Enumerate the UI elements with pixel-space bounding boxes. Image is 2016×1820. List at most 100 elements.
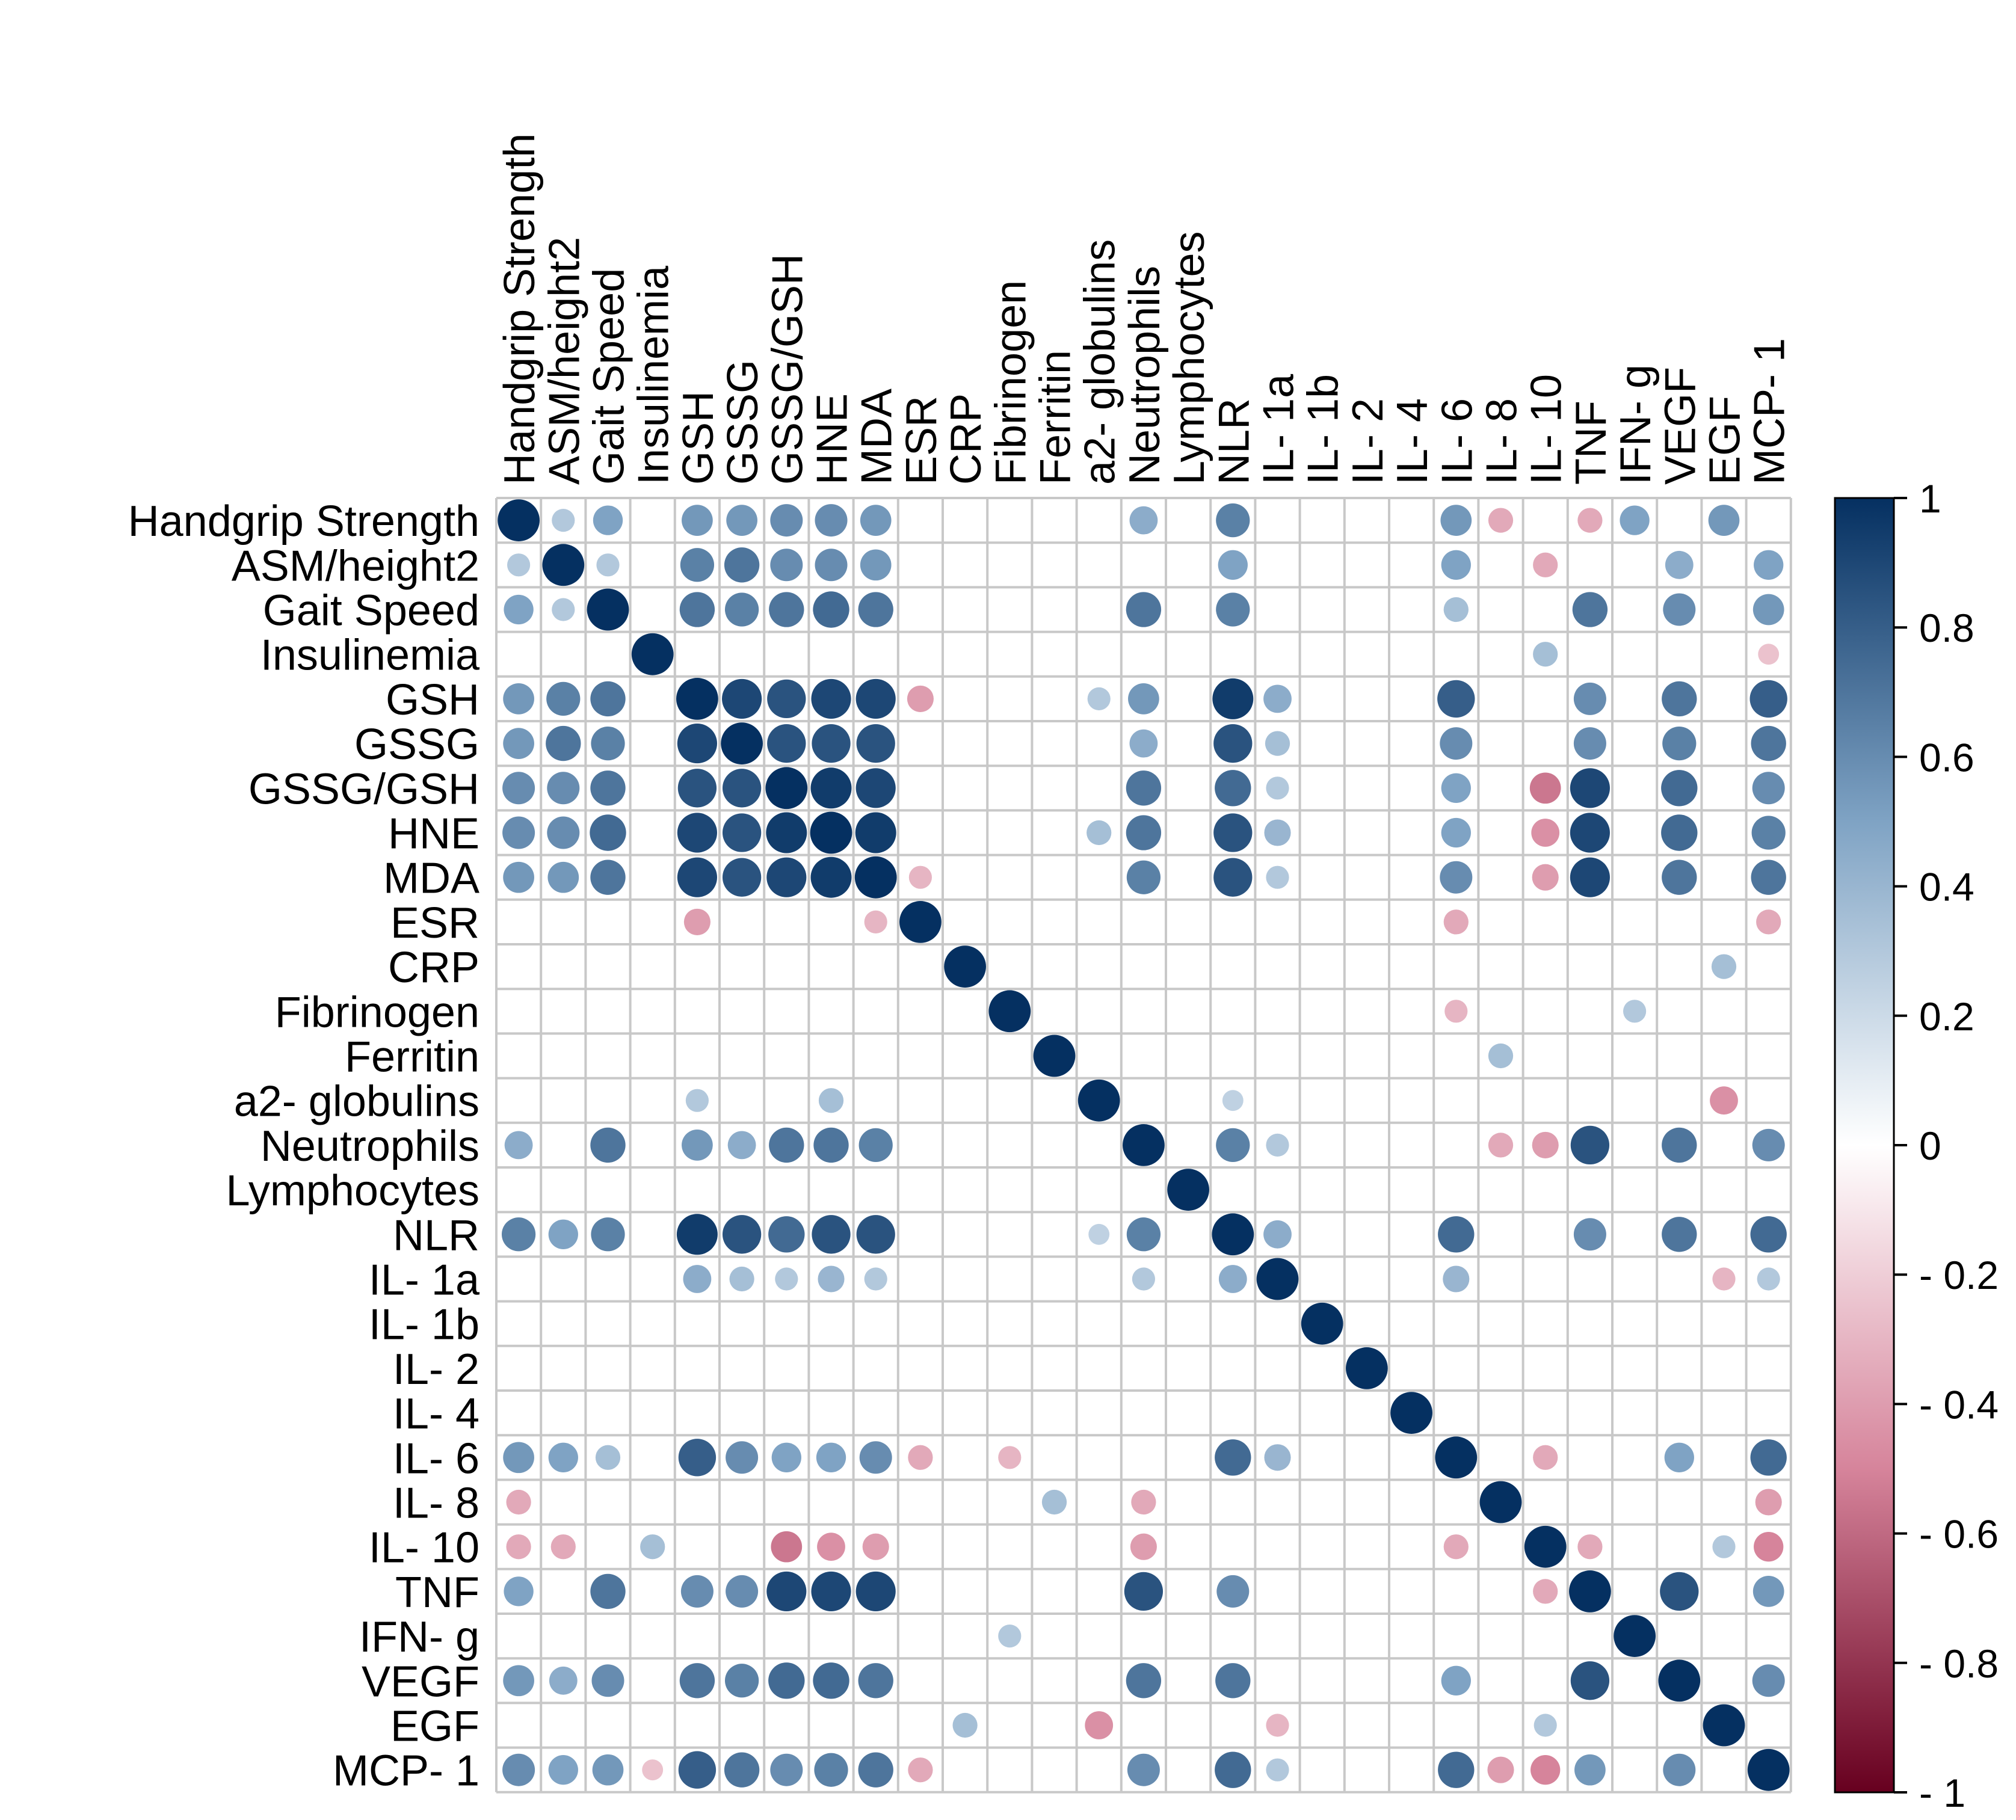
corr-circle-asm-height2-x-gssg bbox=[724, 547, 760, 583]
corr-circle-nlr-x-neutrophils bbox=[1126, 1217, 1161, 1252]
corr-circle-gssg-gsh-x-asm-height2 bbox=[547, 772, 580, 805]
corr-circle-lymphocytes-x-lymphocytes bbox=[1167, 1169, 1209, 1211]
legend-tick-label: - 0.2 bbox=[1919, 1253, 1999, 1297]
corr-circle-ifn-g-x-ifn-g bbox=[1614, 1615, 1656, 1657]
corr-circle-nlr-x-a2-globulins bbox=[1088, 1223, 1110, 1245]
row-label-hne: HNE bbox=[388, 810, 479, 858]
corr-circle-handgrip-strength-x-egf bbox=[1708, 505, 1740, 536]
corr-circle-il-8-x-mcp-1 bbox=[1755, 1489, 1782, 1516]
corr-circle-gait-speed-x-il-6 bbox=[1443, 597, 1469, 623]
corr-circle-esr-x-mcp-1 bbox=[1756, 909, 1781, 935]
row-label-insulinemia: Insulinemia bbox=[260, 632, 480, 680]
corr-circle-gssg-gsh-x-il-10 bbox=[1529, 772, 1561, 804]
corr-circle-gsh-x-tnf bbox=[1573, 682, 1606, 715]
corr-circle-vegf-x-vegf bbox=[1658, 1659, 1701, 1702]
col-label-fibrinogen: Fibrinogen bbox=[987, 280, 1035, 485]
corr-circle-tnf-x-nlr bbox=[1216, 1575, 1250, 1608]
corr-circle-gsh-x-il-1a bbox=[1263, 684, 1292, 713]
legend-tick-label: 1 bbox=[1919, 476, 1941, 521]
row-label-fibrinogen: Fibrinogen bbox=[275, 988, 479, 1036]
corr-circle-hne-x-tnf bbox=[1570, 813, 1610, 853]
corr-circle-il-6-x-asm-height2 bbox=[548, 1442, 578, 1472]
corr-circle-tnf-x-gssg-gsh bbox=[766, 1571, 807, 1611]
corr-circle-gssg-gsh-x-vegf bbox=[1661, 770, 1698, 807]
corr-circle-mda-x-asm-height2 bbox=[547, 861, 579, 893]
corr-circle-fibrinogen-x-il-6 bbox=[1444, 1000, 1468, 1023]
corr-circle-mda-x-mcp-1 bbox=[1751, 859, 1786, 895]
corr-circle-il-1a-x-hne bbox=[818, 1265, 845, 1293]
corr-circle-gsh-x-gssg bbox=[722, 678, 762, 719]
corr-circle-asm-height2-x-il-10 bbox=[1533, 552, 1558, 577]
corr-circle-gssg-gsh-x-il-1a bbox=[1266, 776, 1289, 800]
col-label-il-10: IL- 10 bbox=[1523, 374, 1571, 485]
corr-circle-hne-x-il-6 bbox=[1441, 817, 1471, 848]
corr-circle-il-6-x-gsh bbox=[678, 1439, 717, 1477]
row-label-il-1b: IL- 1b bbox=[369, 1301, 479, 1349]
corr-circle-gait-speed-x-neutrophils bbox=[1126, 592, 1162, 627]
corr-circle-gssg-x-vegf bbox=[1662, 726, 1697, 761]
corr-circle-egf-x-il-10 bbox=[1534, 1714, 1557, 1737]
corr-circle-handgrip-strength-x-nlr bbox=[1216, 503, 1250, 538]
corr-circle-hne-x-il-1a bbox=[1264, 819, 1291, 846]
matrix-grid bbox=[495, 497, 1792, 1794]
corr-circle-gsh-x-gsh bbox=[676, 678, 718, 720]
corr-circle-gssg-gsh-x-handgrip-strength bbox=[502, 772, 535, 805]
corr-circle-hne-x-asm-height2 bbox=[547, 816, 580, 849]
corr-circle-mda-x-gssg-gsh bbox=[766, 857, 807, 897]
corr-circle-mda-x-gssg bbox=[722, 858, 762, 897]
corr-circle-mcp-1-x-il-10 bbox=[1530, 1755, 1561, 1785]
corr-circle-il-10-x-egf bbox=[1712, 1535, 1736, 1558]
corr-circle-fibrinogen-x-ifn-g bbox=[1623, 1000, 1647, 1023]
corr-circle-mcp-1-x-nlr bbox=[1215, 1751, 1251, 1788]
corr-circle-mcp-1-x-vegf bbox=[1663, 1753, 1696, 1786]
corr-circle-gssg-x-tnf bbox=[1573, 727, 1606, 760]
corr-circle-mda-x-gsh bbox=[677, 857, 717, 897]
row-label-il-10: IL- 10 bbox=[369, 1524, 479, 1572]
corr-circle-gssg-gsh-x-hne bbox=[810, 767, 852, 809]
corr-circle-vegf-x-neutrophils bbox=[1126, 1663, 1162, 1699]
row-label-tnf: TNF bbox=[395, 1569, 479, 1617]
corr-circle-handgrip-strength-x-il-6 bbox=[1440, 505, 1472, 536]
corr-circle-nlr-x-gait-speed bbox=[591, 1217, 625, 1252]
corr-circle-il-6-x-gssg-gsh bbox=[771, 1442, 801, 1472]
corr-circle-tnf-x-mcp-1 bbox=[1752, 1576, 1784, 1607]
corr-circle-hne-x-gssg-gsh bbox=[766, 812, 807, 853]
corr-circle-mcp-1-x-mcp-1 bbox=[1747, 1748, 1790, 1791]
corr-circle-tnf-x-il-10 bbox=[1533, 1579, 1558, 1604]
corr-circle-mcp-1-x-gsh bbox=[678, 1751, 717, 1789]
col-label-handgrip-strength: Handgrip Strength bbox=[496, 134, 544, 485]
corr-circle-il-10-x-handgrip-strength bbox=[506, 1534, 531, 1560]
corr-circle-mda-x-mda bbox=[854, 856, 897, 899]
row-label-gsh: GSH bbox=[386, 676, 479, 724]
corr-circle-gssg-gsh-x-mcp-1 bbox=[1752, 772, 1785, 805]
corr-circle-il-6-x-il-6 bbox=[1435, 1436, 1478, 1479]
corr-circle-tnf-x-vegf bbox=[1660, 1572, 1699, 1611]
corr-circle-vegf-x-il-6 bbox=[1441, 1665, 1471, 1695]
corr-circle-il-6-x-gssg bbox=[726, 1441, 759, 1474]
corr-circle-neutrophils-x-handgrip-strength bbox=[504, 1131, 533, 1160]
corr-circle-handgrip-strength-x-gssg bbox=[726, 505, 757, 536]
corr-circle-gait-speed-x-asm-height2 bbox=[552, 598, 575, 621]
corr-circle-handgrip-strength-x-neutrophils bbox=[1129, 506, 1158, 535]
legend-tick-label: 0 bbox=[1919, 1124, 1941, 1168]
corr-circle-gait-speed-x-gssg-gsh bbox=[769, 592, 804, 627]
col-label-il-2: IL- 2 bbox=[1344, 398, 1392, 485]
corr-circle-gsh-x-vegf bbox=[1662, 681, 1697, 717]
corr-circle-mda-x-esr bbox=[908, 865, 932, 889]
corr-circle-il-6-x-mcp-1 bbox=[1750, 1439, 1787, 1476]
corr-circle-il-6-x-fibrinogen bbox=[998, 1446, 1022, 1469]
corr-circle-gsh-x-mda bbox=[855, 678, 896, 719]
row-label-il-8: IL- 8 bbox=[393, 1480, 479, 1528]
corr-circle-gssg-gsh-x-il-6 bbox=[1441, 773, 1471, 803]
corr-circle-asm-height2-x-nlr bbox=[1218, 550, 1248, 580]
row-label-mda: MDA bbox=[383, 855, 479, 903]
col-label-gsh: GSH bbox=[674, 391, 723, 485]
row-label-ifn-g: IFN- g bbox=[359, 1613, 479, 1661]
corr-circle-tnf-x-gait-speed bbox=[590, 1573, 626, 1609]
corr-circle-neutrophils-x-il-8 bbox=[1488, 1133, 1514, 1158]
corr-circle-tnf-x-gssg bbox=[726, 1575, 759, 1608]
corr-circle-gssg-x-gsh bbox=[677, 724, 717, 764]
corr-circle-il-4-x-il-4 bbox=[1390, 1392, 1432, 1434]
corr-circle-vegf-x-gait-speed bbox=[591, 1664, 624, 1697]
